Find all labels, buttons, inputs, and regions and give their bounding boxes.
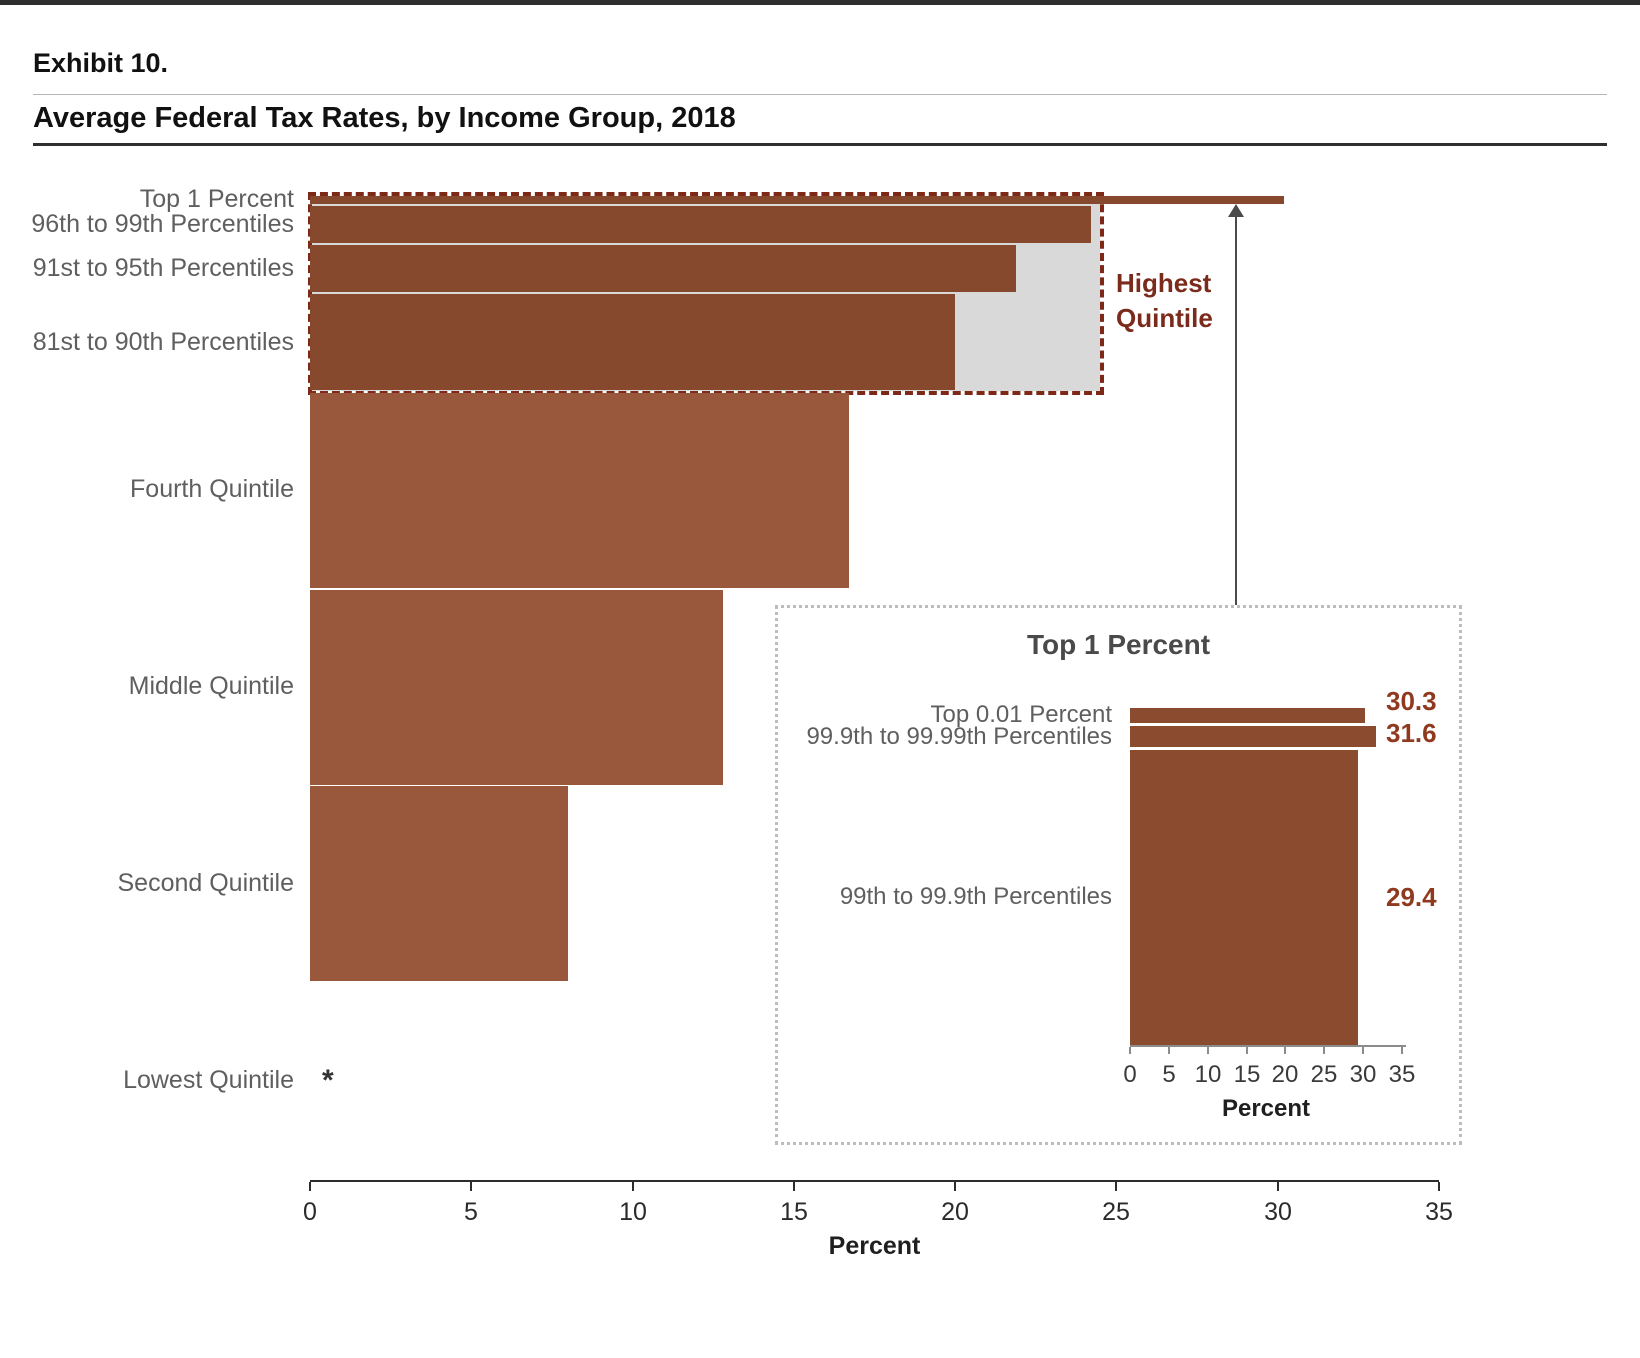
inset-axis-line [1130,1045,1406,1047]
x-tick-label-0: 0 [303,1198,317,1226]
inset-value-99th-to-99.9th-percentiles: 29.4 [1386,882,1437,912]
inset-category-label-top-0.01-percent: Top 0.01 Percent [930,701,1112,728]
category-label-middle-quintile: Middle Quintile [128,672,294,700]
x-tick-10 [632,1182,634,1191]
bar-second-quintile [310,786,568,981]
bar-81st-to-90th-percentiles [310,294,955,390]
category-label-81st-to-90th-percentiles: 81st to 90th Percentiles [32,328,294,356]
inset-value-99.9th-to-99.99th-percentiles: 31.6 [1386,718,1437,748]
inset-tick-label-30: 30 [1349,1061,1377,1088]
category-label-91st-to-95th-percentiles: 91st to 95th Percentiles [32,254,294,282]
inset-tick-30 [1362,1047,1364,1054]
x-tick-label-5: 5 [464,1198,478,1226]
inset-tick-5 [1168,1047,1170,1054]
bar-middle-quintile [310,590,723,785]
inset-tick-label-25: 25 [1310,1061,1338,1088]
x-tick-label-10: 10 [619,1198,647,1226]
x-tick-label-25: 25 [1102,1198,1130,1226]
category-label-second-quintile: Second Quintile [117,869,294,897]
inset-category-label-99th-to-99.9th-percentiles: 99th to 99.9th Percentiles [839,883,1112,910]
inset-tick-0 [1129,1047,1131,1054]
x-tick-label-35: 35 [1425,1198,1453,1226]
inset-tick-label-10: 10 [1194,1061,1222,1088]
x-tick-label-20: 20 [941,1198,969,1226]
inset-tick-15 [1246,1047,1248,1054]
inset-tick-label-0: 0 [1123,1061,1137,1088]
x-tick-25 [1115,1182,1117,1191]
x-tick-15 [793,1182,795,1191]
category-label-top-1-percent: Top 1 Percent [139,185,294,213]
top-rule [0,0,1640,5]
x-tick-5 [470,1182,472,1191]
x-tick-label-30: 30 [1264,1198,1292,1226]
bar-top-1-percent [310,196,1284,204]
inset-axis-title: Percent [1221,1095,1311,1122]
x-tick-35 [1438,1182,1440,1191]
x-axis-line [310,1180,1439,1182]
x-tick-30 [1277,1182,1279,1191]
bar-91st-to-95th-percentiles [310,245,1016,292]
inset-value-top-0.01-percent: 30.3 [1386,686,1437,716]
highest-quintile-label: Highest Quintile [1116,268,1213,334]
header-divider-thin [33,94,1607,95]
inset-category-label-99.9th-to-99.99th-percentiles: 99.9th to 99.99th Percentiles [806,723,1112,750]
x-axis-title: Percent [828,1232,921,1260]
category-label-fourth-quintile: Fourth Quintile [130,475,294,503]
arrow-line [1235,217,1237,605]
inset-tick-20 [1284,1047,1286,1054]
x-tick-20 [954,1182,956,1191]
inset-bar-top-0.01-percent [1130,708,1365,723]
bar-96th-to-99th-percentiles [310,206,1091,243]
exhibit-label: Exhibit 10. [33,48,169,78]
inset-tick-35 [1401,1047,1403,1054]
x-tick-0 [309,1182,311,1191]
inset-tick-label-35: 35 [1388,1061,1416,1088]
inset-tick-label-20: 20 [1271,1061,1299,1088]
inset-tick-label-15: 15 [1233,1061,1261,1088]
bar-fourth-quintile [310,393,849,588]
inset-tick-label-5: 5 [1162,1061,1176,1088]
inset-tick-25 [1323,1047,1325,1054]
inset-bar-99th-to-99.9th-percentiles [1130,750,1358,1045]
arrow-head-icon [1228,204,1244,217]
page-title: Average Federal Tax Rates, by Income Gro… [33,102,736,134]
header-divider-thick [33,143,1607,146]
category-label-lowest-quintile: Lowest Quintile [123,1066,294,1094]
category-label-96th-to-99th-percentiles: 96th to 99th Percentiles [31,210,294,238]
inset-bar-99.9th-to-99.99th-percentiles [1130,726,1376,747]
inset-title: Top 1 Percent [1026,629,1211,660]
inset-tick-10 [1207,1047,1209,1054]
x-tick-label-15: 15 [780,1198,808,1226]
lowest-quintile-asterisk: * [322,1064,334,1097]
